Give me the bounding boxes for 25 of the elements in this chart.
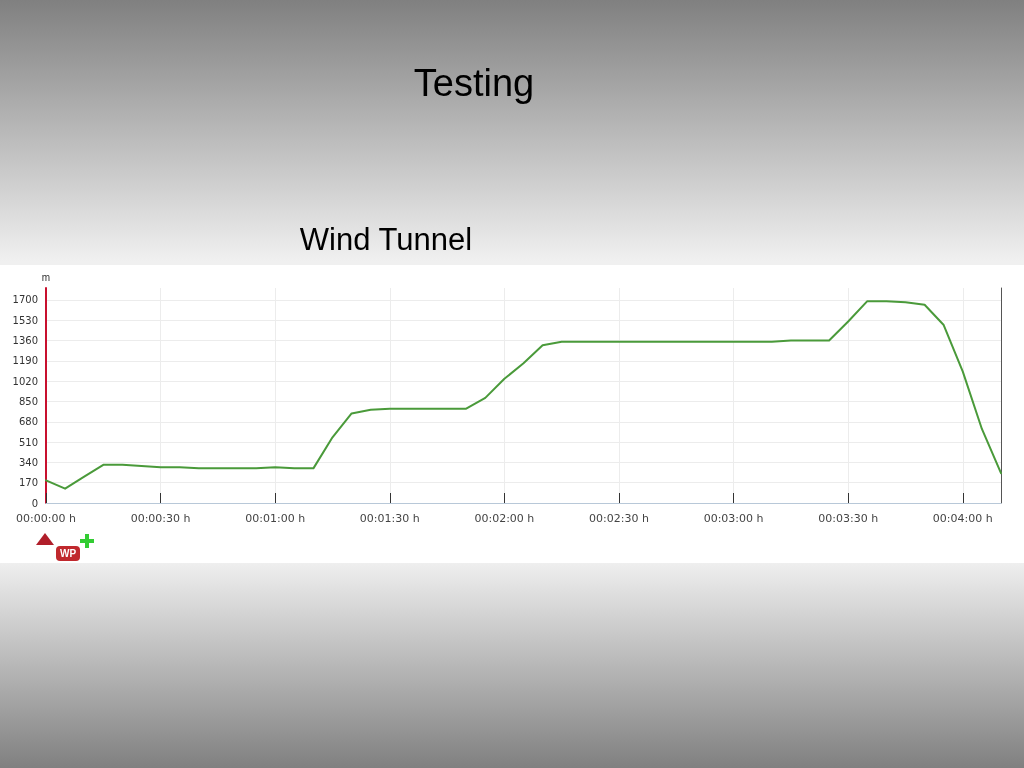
x-tick-label: 00:02:00 h [474, 512, 535, 525]
y-axis-title: m [41, 271, 51, 283]
x-tick-label: 00:04:00 h [932, 512, 993, 525]
y-tick-label: 1700 [12, 294, 38, 306]
chart-subtitle: Wind Tunnel [298, 222, 474, 258]
y-tick-label: 0 [31, 497, 38, 509]
y-tick-label: 1530 [12, 314, 38, 326]
y-tick-label: 850 [18, 395, 38, 407]
y-tick-label: 170 [18, 477, 38, 489]
y-tick-label: 340 [18, 456, 38, 468]
y-tick-label: 1020 [12, 375, 38, 387]
x-tick-label: 00:01:30 h [359, 512, 420, 525]
x-tick-label: 00:03:30 h [818, 512, 879, 525]
line-series [45, 300, 1002, 490]
x-tick-label: 00:03:00 h [703, 512, 764, 525]
y-tick-label: 1360 [12, 335, 38, 347]
x-tick-label: 00:00:00 h [16, 512, 76, 525]
y-tick-label: 1190 [12, 355, 38, 367]
text: WP [56, 546, 81, 561]
x-tick-label: 00:01:00 h [245, 512, 306, 525]
x-tick-label: 00:02:30 h [589, 512, 649, 525]
x-tick-label: 00:00:30 h [130, 512, 191, 525]
y-tick-label: 510 [18, 436, 38, 448]
chart-title: Testing [412, 62, 536, 105]
y-tick-label: 680 [18, 416, 38, 428]
